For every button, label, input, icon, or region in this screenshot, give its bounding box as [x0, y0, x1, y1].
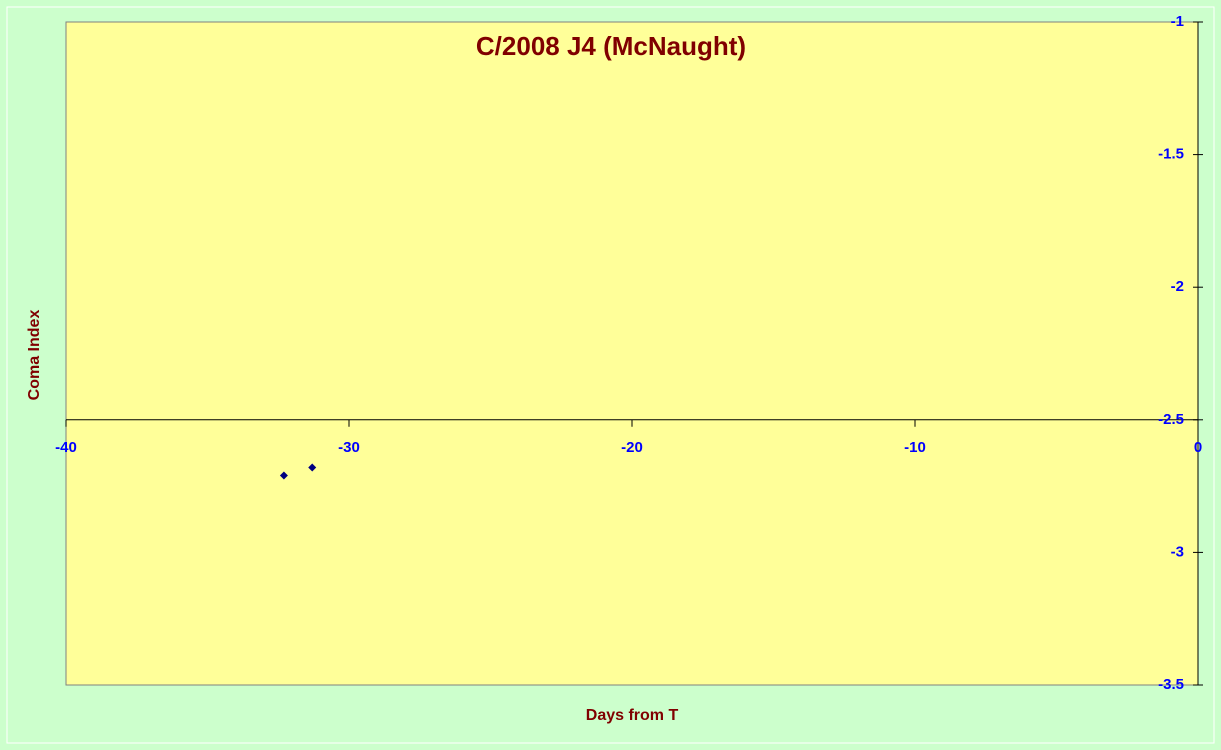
chart-border [6, 6, 1215, 744]
y-tick-label: -1.5 [1158, 146, 1184, 163]
y-tick-label: -2 [1171, 278, 1184, 295]
chart-title: C/2008 J4 (McNaught) [476, 31, 746, 61]
y-tick-label: -1 [1171, 13, 1184, 30]
x-tick-label: -20 [621, 439, 643, 456]
data-point [308, 463, 317, 472]
y-tick-label: -3.5 [1158, 676, 1184, 693]
x-tick-label: -40 [55, 439, 77, 456]
x-axis-label: Days from T [586, 707, 679, 724]
data-point [279, 471, 288, 480]
x-tick-label: -10 [904, 439, 926, 456]
x-tick-label: -30 [338, 439, 360, 456]
y-axis-label: Coma Index [26, 310, 43, 401]
y-tick-label: -3 [1171, 543, 1184, 560]
x-tick-label: 0 [1194, 439, 1202, 456]
y-tick-label: -2.5 [1158, 411, 1184, 428]
plot-area [65, 21, 1199, 686]
